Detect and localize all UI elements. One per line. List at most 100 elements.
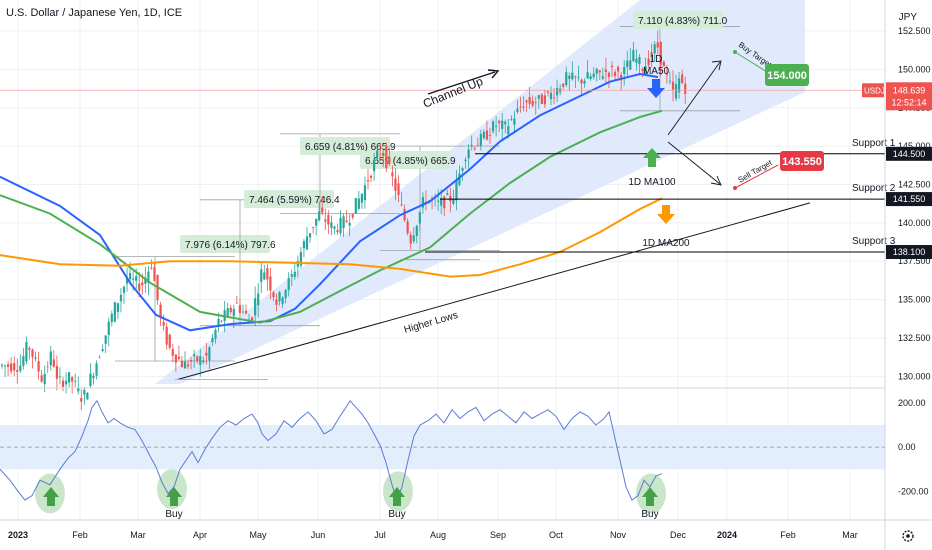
candle-body [34,357,37,359]
candle-body [388,156,391,164]
candle-body [68,372,71,383]
channel-arrow [427,71,496,95]
candle-body [565,72,568,86]
candle-body [617,67,620,72]
candle-body [662,61,665,67]
candle-body [290,274,293,277]
candle-body [473,148,476,149]
candle-body [653,44,656,54]
candle-body [190,360,193,362]
support-label: Support 1 [852,138,896,149]
candle-body [58,376,62,378]
candle-body [119,294,123,302]
candle-body [302,241,306,249]
candle-body [513,118,516,125]
candle-body [278,292,281,302]
projection-down-head [710,175,722,186]
candle-body [199,356,202,365]
candle-body [22,356,25,366]
candle-body [141,282,144,286]
candle-body [180,360,184,368]
candle-body [241,311,245,313]
candle-body [147,271,150,283]
candle-body [333,226,336,229]
gear-icon[interactable] [902,530,914,542]
support-price-value: 138.100 [893,247,926,257]
candle-body [498,120,501,124]
candle-body [305,236,309,250]
buy-signal-label: Buy [388,509,405,520]
candle-body [525,100,528,103]
time-tick-label: Mar [130,530,146,540]
candle-body [668,80,672,82]
sell-target-box [780,151,824,171]
currency-label[interactable]: JPY [899,12,918,23]
buy-signal-label: Buy [165,509,182,520]
candle-body [162,321,165,326]
support-price-value: 144.500 [893,149,926,159]
candle-body [391,172,394,177]
candle-body [363,185,367,201]
candle-body [678,78,681,93]
support-price-tag [886,146,932,161]
candle-body [467,149,470,159]
oscillator-line [0,399,663,502]
candle-body [80,397,83,402]
candle-body [376,150,379,158]
measure-label: 6.659 (4.85%) 665.9 [365,156,456,167]
measure-label-box [244,190,334,208]
price-tick-label: 142.500 [898,179,931,189]
buy-arrow-icon [166,487,182,506]
candle-body [129,273,132,280]
candle-body [379,153,382,155]
candle-body [482,131,485,139]
measure-label: 7.110 (4.83%) 711.0 [638,16,728,27]
sell-target-line [734,164,779,189]
candle-body [125,278,129,284]
time-tick-label: May [249,530,267,540]
candle-body [171,348,174,356]
candle-body [25,341,28,362]
candle-body [589,76,592,79]
candle-body [31,349,34,358]
oscillator-tick-label: 0.00 [898,442,916,452]
candle-body [629,60,632,70]
candle-body [104,335,107,344]
oscillator-tick-label: 200.00 [898,398,926,408]
candle-body [183,361,187,369]
ma-line-200 [0,197,663,278]
candle-body [552,97,556,99]
candle-body [440,197,443,206]
channel-arrow-head [487,69,500,79]
candle-body [217,318,220,327]
buy-arrow-icon [43,487,59,506]
candle-body [257,293,260,306]
candle-body [571,72,574,80]
last-price-value: 148.639 [893,85,926,95]
price-tick-label: 152.500 [898,26,931,36]
candle-body [522,106,525,108]
candle-body [540,94,543,104]
candle-body [293,271,296,277]
time-tick-label: Nov [610,530,627,540]
candle-body [586,72,589,79]
candle-body [49,351,52,366]
candle-body [626,60,629,67]
candle-body [315,218,318,226]
candle-body [55,366,58,379]
time-tick-label: 2024 [717,530,737,540]
candle-body [461,168,464,171]
candle-body [452,199,455,204]
support-label: Support 3 [852,236,896,247]
candle-body [101,349,104,352]
candle-body [531,100,534,106]
candle-body [458,173,461,186]
candle-body [659,41,662,65]
candle-body [632,50,635,62]
candle-body [406,221,409,234]
candle-body [214,329,217,339]
ma200-arrow-icon [657,205,675,224]
candle-body [485,130,489,140]
candle-body [507,126,510,135]
